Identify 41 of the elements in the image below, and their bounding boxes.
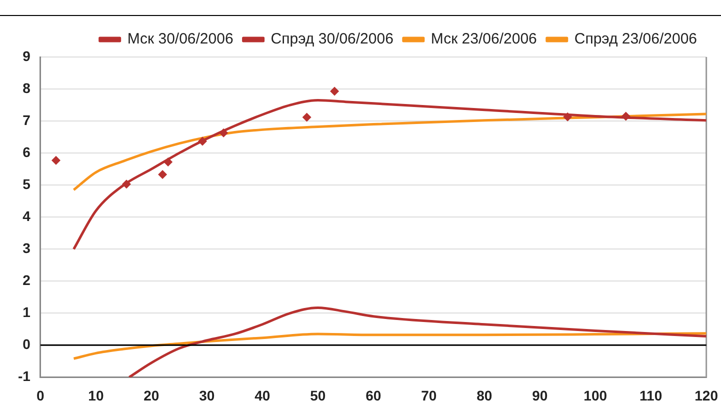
point [51, 156, 60, 165]
line-series [128, 306, 706, 378]
x-tick-label: 90 [532, 387, 548, 404]
x-tick-label: 30 [199, 387, 215, 404]
y-tick-label: 9 [22, 48, 31, 64]
y-tick-label: 4 [22, 208, 31, 224]
legend-label: Спрэд 30/06/2006 [270, 30, 394, 48]
point [302, 112, 312, 122]
y-tick-label: 2 [22, 272, 31, 288]
legend-label: Спрэд 23/06/2006 [574, 30, 698, 48]
legend-label: Мск 23/06/2006 [430, 30, 537, 48]
line-series [72, 98, 706, 250]
line-series [72, 112, 706, 192]
point [563, 112, 572, 122]
legend-label: Мск 30/06/2006 [127, 30, 234, 48]
y-tick-label: 7 [22, 112, 31, 128]
point [198, 136, 207, 146]
x-tick-label: 70 [421, 387, 437, 404]
point [330, 86, 340, 96]
x-tick-label: 60 [366, 387, 382, 404]
x-tick-label: 0 [36, 387, 45, 404]
y-tick-label: 5 [22, 176, 31, 192]
y-tick-label: 1 [22, 304, 31, 320]
x-tick-label: 80 [476, 387, 492, 404]
y-tick-label: 0 [22, 336, 31, 352]
point [164, 158, 173, 167]
x-tick-label: 50 [310, 387, 326, 404]
point [122, 180, 131, 189]
x-tick-label: 10 [88, 387, 104, 404]
x-tick-label: 100 [584, 387, 608, 404]
x-tick-label: 40 [254, 387, 270, 404]
point [158, 170, 168, 180]
point [621, 112, 630, 121]
point [219, 128, 228, 138]
x-tick-label: 120 [694, 387, 718, 404]
x-tick-label: 20 [144, 387, 160, 404]
x-tick-label: 110 [640, 387, 662, 404]
y-tick-label: 8 [22, 80, 31, 96]
y-tick-label: 3 [22, 240, 31, 256]
y-tick-label: 6 [22, 144, 31, 160]
y-tick-label: -1 [18, 368, 31, 384]
